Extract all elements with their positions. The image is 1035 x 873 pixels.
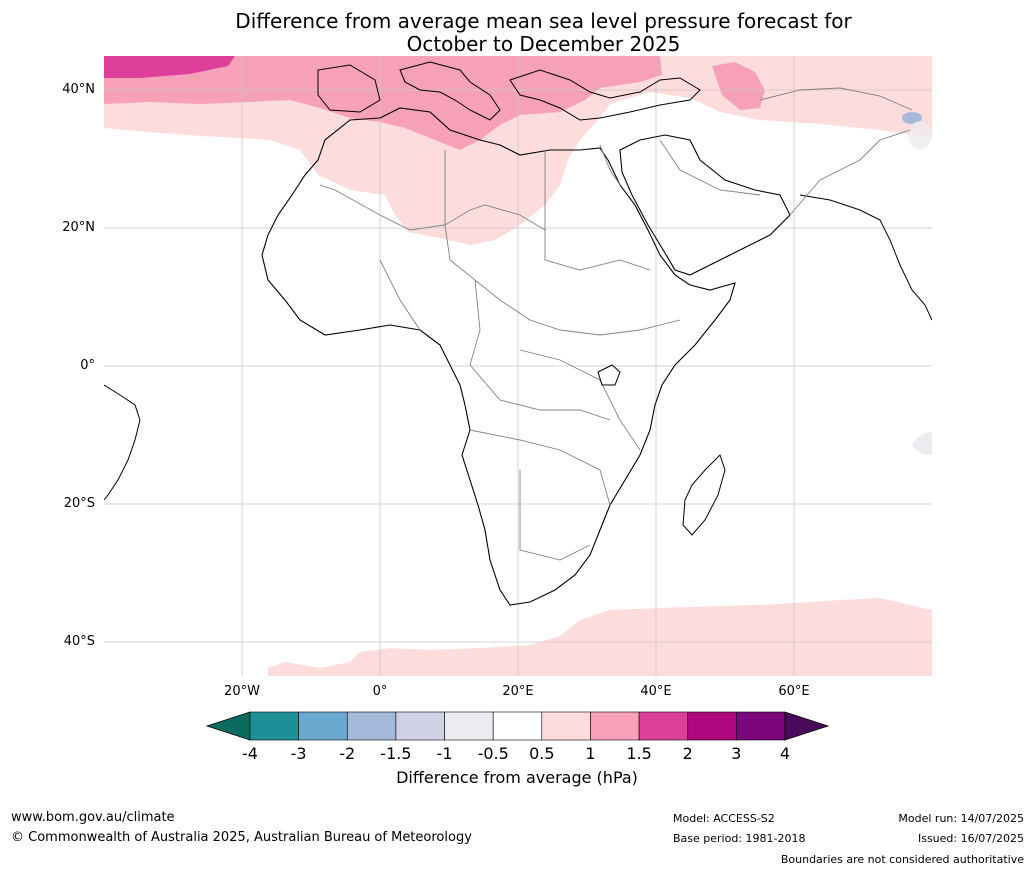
colorbar-tick-label: -3 bbox=[290, 744, 307, 763]
anomaly-grey-himalaya bbox=[908, 121, 932, 149]
lat-label-20n: 20°N bbox=[62, 220, 95, 235]
lon-label-20e: 20°E bbox=[502, 684, 534, 699]
lon-label-60e: 60°E bbox=[778, 684, 810, 699]
anomaly-pink-caspian bbox=[712, 62, 765, 110]
colorbar-over-arrow bbox=[784, 711, 830, 741]
anomaly-light-pink-south bbox=[268, 598, 932, 676]
colorbar-bin bbox=[298, 711, 348, 741]
footer-website: www.bom.gov.au/climate bbox=[11, 810, 175, 825]
madagascar-coastline bbox=[682, 454, 726, 536]
title-line-1: Difference from average mean sea level p… bbox=[235, 9, 852, 33]
colorbar-bin bbox=[638, 711, 689, 741]
africa-coastline bbox=[261, 107, 736, 606]
colorbar-tick-label: -1.5 bbox=[380, 744, 412, 763]
colorbar-tick-label: -0.5 bbox=[477, 744, 509, 763]
footer-model-run: Model run: 14/07/2025 bbox=[898, 812, 1024, 825]
colorbar-bin bbox=[395, 711, 445, 741]
colorbar-tick-label: -2 bbox=[339, 744, 356, 763]
colorbar-tick-label: 2 bbox=[682, 744, 693, 763]
footer-model: Model: ACCESS-S2 bbox=[673, 812, 775, 825]
lat-label-0: 0° bbox=[80, 358, 95, 373]
lon-label-0: 0° bbox=[372, 684, 388, 699]
chart-title: Difference from average mean sea level p… bbox=[0, 10, 1035, 56]
colorbar-bin bbox=[444, 711, 494, 741]
lon-label-20w: 20°W bbox=[224, 684, 260, 699]
lake-victoria bbox=[597, 364, 621, 386]
colorbar-bin bbox=[541, 711, 591, 741]
colorbar-tick-label: -4 bbox=[242, 744, 258, 763]
colorbar-tick-label: 1.5 bbox=[626, 744, 652, 763]
footer-copyright: © Commonwealth of Australia 2025, Austra… bbox=[11, 830, 472, 845]
colorbar-bin bbox=[346, 711, 397, 741]
south-america-coastline bbox=[104, 384, 141, 501]
anomaly-blue-himalaya bbox=[902, 112, 922, 124]
footer-base-period: Base period: 1981-2018 bbox=[673, 832, 806, 845]
colorbar-bin bbox=[736, 711, 786, 741]
lat-label-40n: 40°N bbox=[62, 82, 95, 97]
footer-disclaimer: Boundaries are not considered authoritat… bbox=[780, 853, 1024, 866]
colorbar-tick-label: 1 bbox=[585, 744, 596, 763]
title-line-2: October to December 2025 bbox=[406, 32, 681, 56]
lat-label-40s: 40°S bbox=[63, 634, 95, 649]
lon-label-40e: 40°E bbox=[640, 684, 672, 699]
anomaly-magenta-atlantic bbox=[104, 56, 235, 78]
anomaly-pink-north bbox=[104, 56, 662, 150]
colorbar-tick-label: 0.5 bbox=[529, 744, 555, 763]
country-borders bbox=[319, 87, 913, 561]
europe-coastline bbox=[317, 61, 701, 121]
lat-label-20s: 20°S bbox=[63, 496, 95, 511]
map-panel bbox=[104, 56, 932, 676]
gridlines bbox=[104, 56, 932, 676]
arabia-coastline bbox=[619, 134, 791, 276]
colorbar-bin bbox=[590, 711, 640, 741]
footer-issued: Issued: 16/07/2025 bbox=[917, 832, 1024, 845]
colorbar-tick-label: 4 bbox=[779, 744, 791, 763]
colorbar-title: Difference from average (hPa) bbox=[396, 768, 638, 787]
colorbar-tick-label: -1 bbox=[436, 744, 453, 763]
colorbar-bin bbox=[249, 711, 299, 741]
colorbar-bin bbox=[492, 711, 543, 741]
colorbar-under-arrow bbox=[205, 711, 251, 741]
anomaly-grey-indian-ocean bbox=[912, 432, 932, 455]
asia-coastline bbox=[799, 194, 932, 321]
colorbar-tick-label: 3 bbox=[731, 744, 742, 763]
colorbar-bin bbox=[687, 711, 737, 741]
